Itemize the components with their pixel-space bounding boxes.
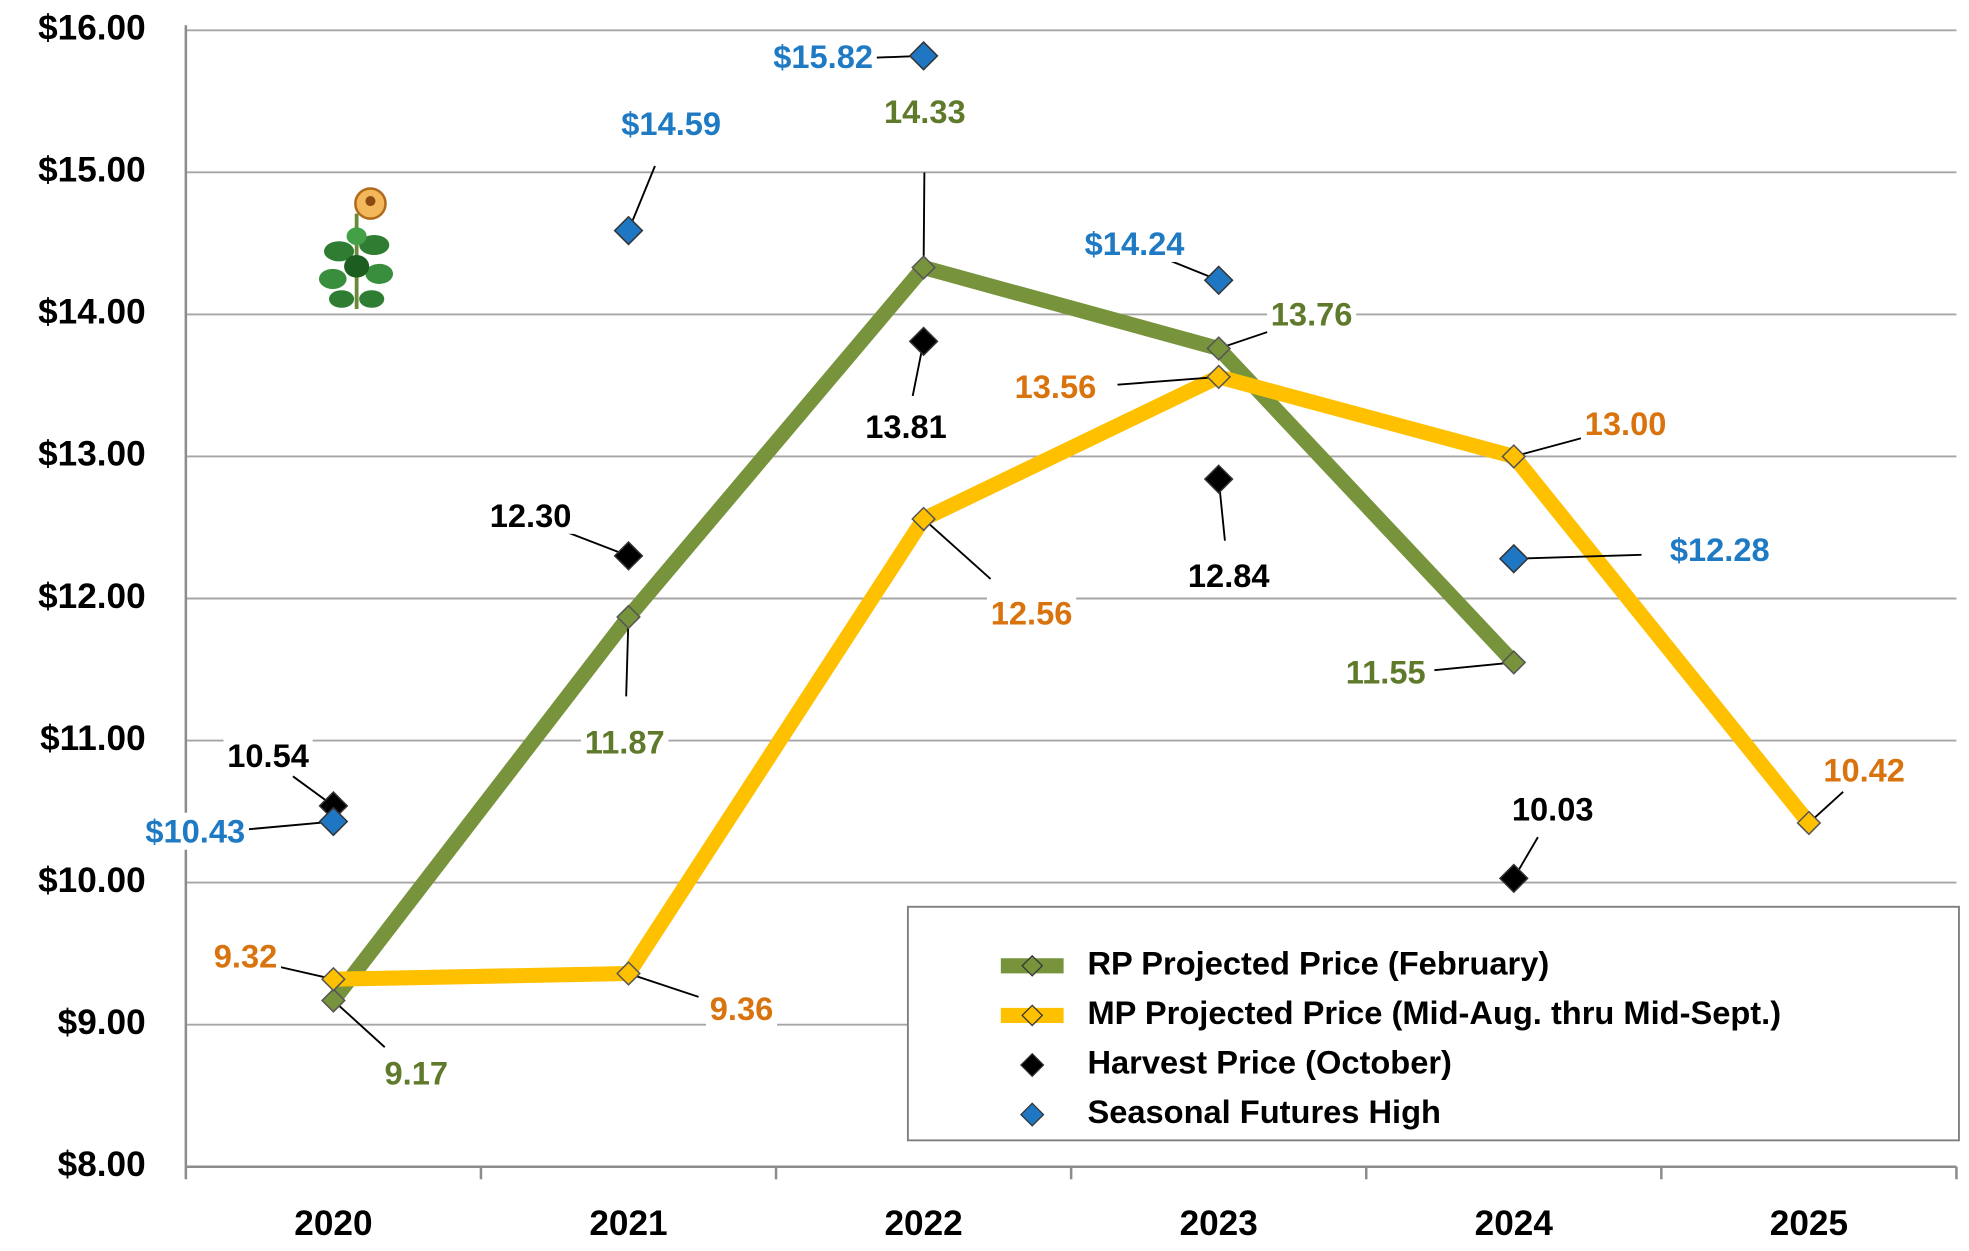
leader-line [924, 173, 925, 268]
x-tick-label: 2020 [294, 1204, 372, 1243]
data-label: $15.82 [773, 38, 873, 75]
y-tick-label: $8.00 [58, 1145, 146, 1184]
series-line [333, 268, 1513, 1001]
data-label: $10.43 [145, 813, 245, 850]
legend-label: MP Projected Price (Mid-Aug. thru Mid-Se… [1087, 994, 1781, 1031]
data-label: 14.33 [884, 93, 966, 130]
data-label: $14.24 [1085, 225, 1185, 262]
x-tick-label: 2022 [884, 1204, 962, 1243]
data-label: $12.28 [1670, 531, 1770, 568]
point-marker [1500, 545, 1528, 573]
data-label: 10.03 [1512, 790, 1594, 827]
series-line [333, 377, 1808, 979]
legend-label: RP Projected Price (February) [1087, 944, 1549, 981]
y-tick-label: $12.00 [38, 577, 146, 616]
x-tick-label: 2025 [1770, 1204, 1848, 1243]
data-label: 13.81 [865, 408, 947, 445]
data-label: 13.76 [1271, 296, 1353, 333]
data-label: $14.59 [621, 105, 721, 142]
x-tick-label: 2023 [1180, 1204, 1258, 1243]
data-label: 9.36 [710, 990, 774, 1027]
data-label: 11.87 [585, 724, 665, 761]
data-label: 11.55 [1346, 654, 1426, 691]
data-label: 12.84 [1188, 557, 1270, 594]
y-tick-label: $15.00 [38, 151, 146, 190]
y-tick-label: $9.00 [58, 1003, 146, 1042]
y-tick-label: $16.00 [38, 9, 146, 48]
soybean-icon [319, 189, 393, 310]
y-tick-label: $11.00 [40, 719, 146, 758]
y-tick-label: $13.00 [38, 435, 146, 474]
data-label: 12.30 [490, 497, 572, 534]
point-marker [910, 328, 938, 356]
page: $8.00 $9.00 $10.00 $11.00 $12.00 $13.00 $14.00… [0, 0, 1969, 1251]
leader-line [1434, 662, 1513, 670]
data-label: 13.56 [1015, 368, 1097, 405]
leader-line [1514, 555, 1642, 559]
x-tick-label: 2024 [1475, 1204, 1554, 1243]
point-marker [615, 217, 643, 245]
point-marker [910, 42, 938, 70]
y-tick-label: $14.00 [38, 293, 146, 332]
point-marker [1205, 465, 1233, 493]
data-label: 9.17 [385, 1054, 449, 1091]
data-label: 10.42 [1823, 751, 1905, 788]
data-label: 9.32 [214, 938, 278, 975]
legend-label: Seasonal Futures High [1087, 1093, 1441, 1130]
x-tick-label: 2021 [589, 1204, 667, 1243]
y-tick-label: $10.00 [38, 861, 146, 900]
leader-line [628, 974, 698, 997]
data-label: 10.54 [227, 737, 309, 774]
leader-line [1514, 438, 1583, 457]
leader-line [924, 519, 991, 579]
legend-label: Harvest Price (October) [1087, 1044, 1451, 1081]
chart: $8.00 $9.00 $10.00 $11.00 $12.00 $13.00 $14.00… [0, 0, 1969, 1251]
data-label: 12.56 [991, 594, 1073, 631]
point-marker [320, 808, 348, 836]
point-marker [1500, 865, 1528, 893]
data-label: 13.00 [1585, 405, 1667, 442]
point-marker [1205, 266, 1233, 294]
point-marker [615, 542, 643, 570]
legend: RP Projected Price (February) MP Projecte… [908, 907, 1959, 1141]
